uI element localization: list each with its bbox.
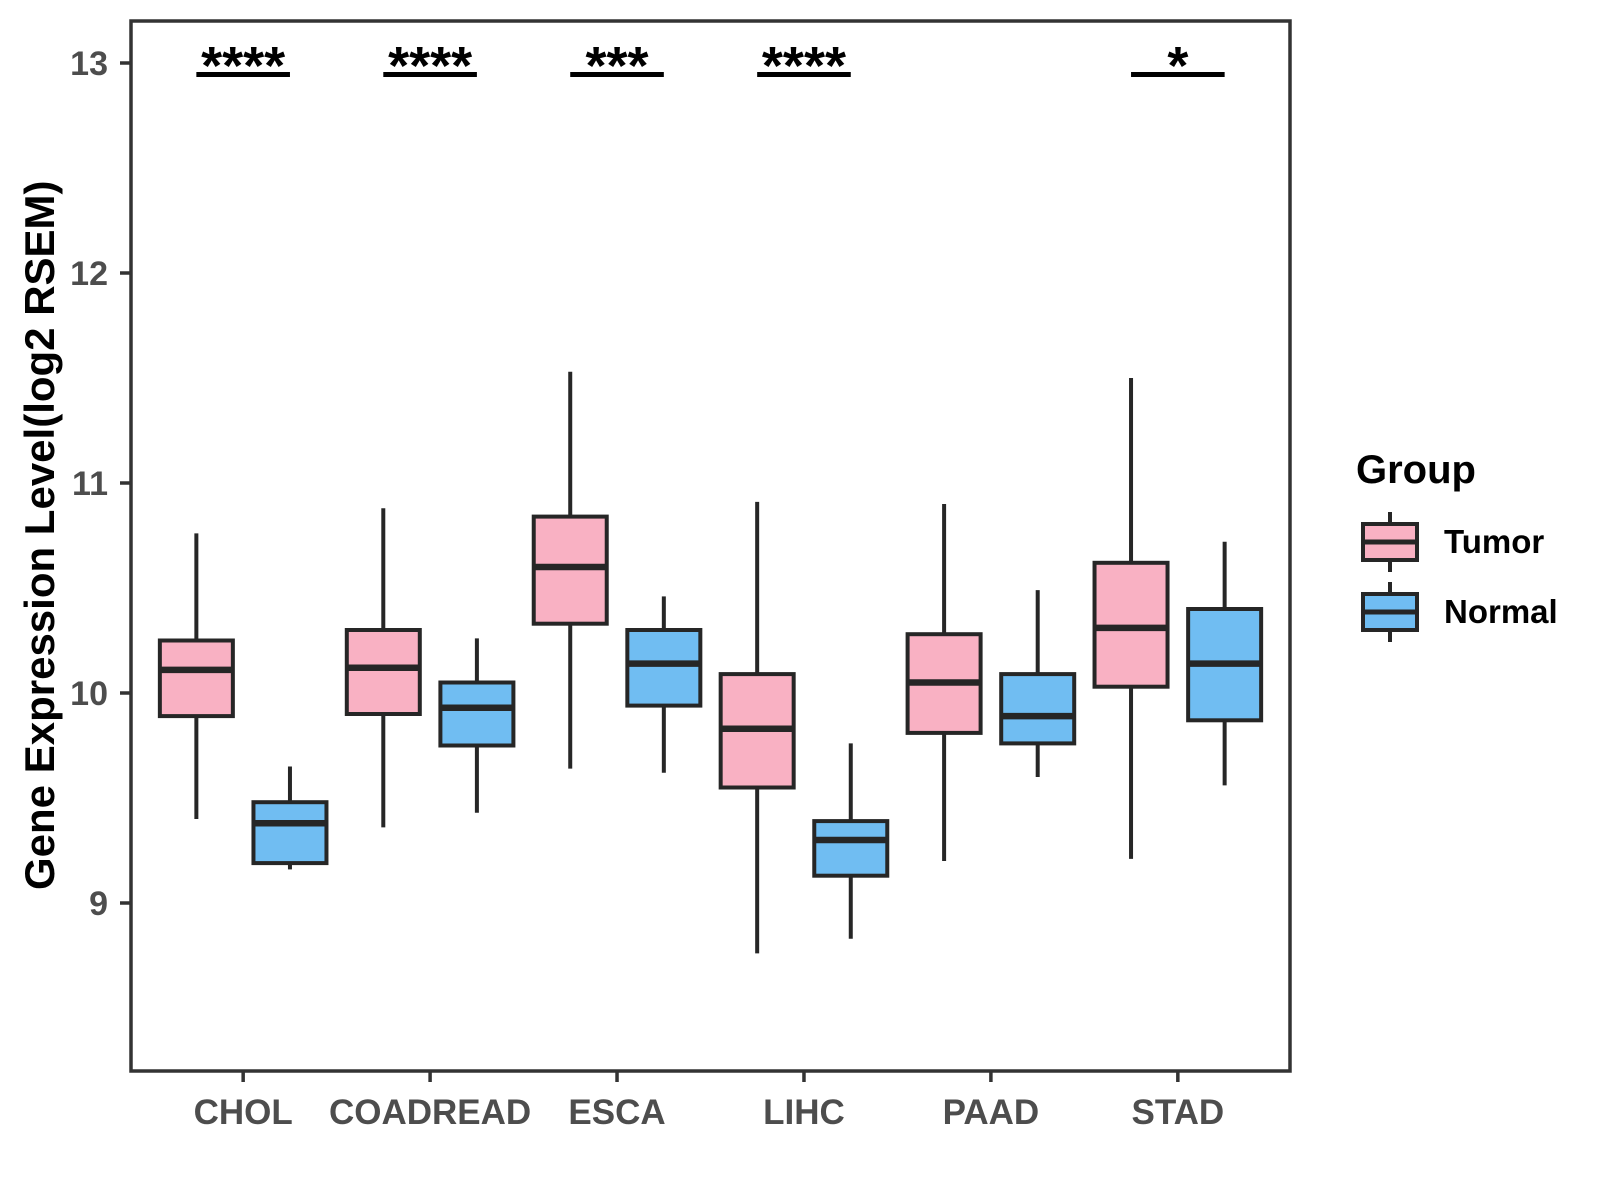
significance-bar: [196, 72, 290, 77]
box-PAAD-Tumor: [905, 504, 983, 861]
significance-bar: [570, 72, 664, 77]
significance-CHOL: ****: [196, 36, 290, 96]
y-axis-title: Gene Expression Level(log2 RSEM): [16, 180, 63, 891]
box-ESCA-Tumor: [531, 371, 609, 769]
box-LIHC-Tumor: [718, 501, 796, 954]
box-COADREAD-Tumor: [344, 508, 422, 828]
significance-stars: *: [1167, 36, 1188, 96]
iqr-box: [625, 628, 703, 708]
y-tick-label: 10: [70, 675, 108, 713]
x-tick-label-PAAD: PAAD: [943, 1093, 1040, 1132]
box-ESCA-Normal: [625, 596, 703, 773]
legend-label: Tumor: [1444, 523, 1545, 560]
box-COADREAD-Normal: [438, 638, 516, 813]
x-tick-label-LIHC: LIHC: [763, 1093, 845, 1132]
significance-bar: [1131, 72, 1225, 77]
iqr-box: [157, 638, 235, 719]
significance-bar: [383, 72, 477, 77]
x-tick-label-ESCA: ESCA: [568, 1093, 665, 1132]
y-tick-label: 13: [70, 45, 108, 83]
iqr-box: [812, 819, 890, 878]
legend-item-normal: Normal: [1360, 580, 1558, 644]
significance-stars: ****: [388, 36, 472, 96]
iqr-box: [251, 800, 329, 866]
box-STAD-Tumor: [1092, 378, 1170, 859]
box-STAD-Normal: [1186, 541, 1264, 786]
iqr-box: [344, 628, 422, 716]
significance-LIHC: ****: [757, 36, 851, 96]
y-tick-label: 12: [70, 255, 108, 293]
legend-item-tumor: Tumor: [1360, 510, 1544, 574]
legend-label: Normal: [1444, 593, 1558, 630]
box-CHOL-Normal: [251, 766, 329, 870]
iqr-box: [438, 680, 516, 748]
box-LIHC-Normal: [812, 743, 890, 939]
x-tick-label-CHOL: CHOL: [194, 1093, 293, 1132]
significance-stars: ****: [762, 36, 846, 96]
x-tick-label-COADREAD: COADREAD: [329, 1093, 531, 1132]
significance-stars: ***: [586, 36, 649, 96]
significance-STAD: *: [1131, 36, 1225, 96]
legend-title: Group: [1356, 448, 1476, 492]
significance-stars: ****: [201, 36, 285, 96]
boxplot-key-icon: [1361, 512, 1419, 572]
significance-ESCA: ***: [570, 36, 664, 96]
iqr-box: [999, 672, 1077, 746]
panel-border: [129, 19, 1292, 1073]
x-tick-label-STAD: STAD: [1131, 1093, 1224, 1132]
y-tick-label: 9: [89, 885, 108, 923]
box-CHOL-Tumor: [157, 533, 235, 819]
box-PAAD-Normal: [999, 590, 1077, 777]
boxplot-key-icon: [1361, 582, 1419, 642]
significance-COADREAD: ****: [383, 36, 477, 96]
y-tick-label: 11: [72, 465, 108, 503]
significance-bar: [757, 72, 851, 77]
